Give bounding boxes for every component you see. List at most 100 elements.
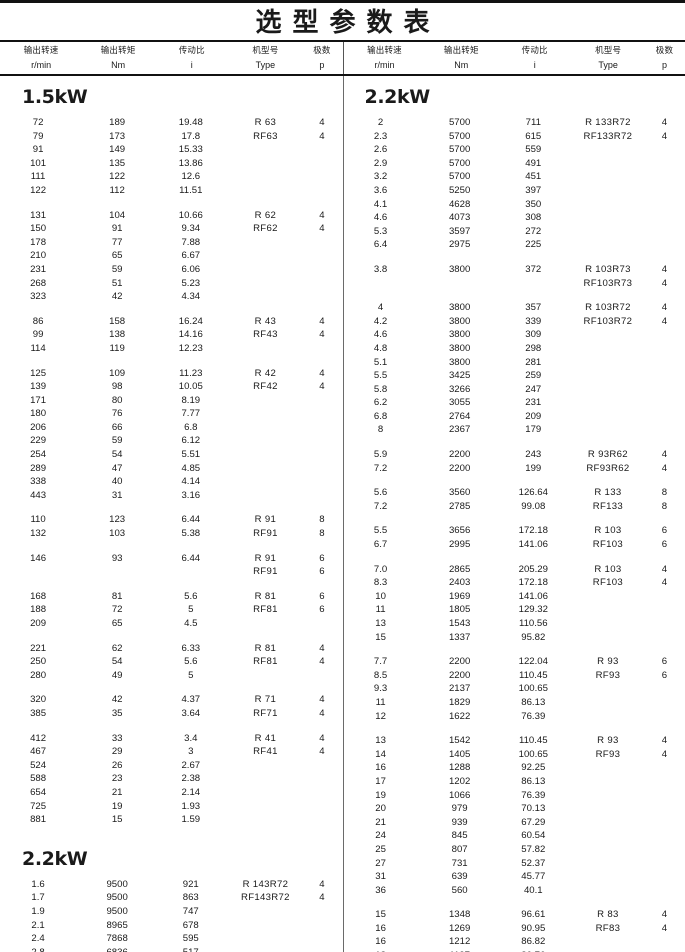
center-divider <box>342 76 344 952</box>
cell-output-torque: 59 <box>111 263 123 275</box>
cell-poles <box>644 369 685 383</box>
cell-output-torque: 2200 <box>448 449 471 461</box>
table-row: 20 979 70.13 <box>343 802 685 816</box>
table-row: 5.3 3597 272 <box>343 225 685 239</box>
cell-output-torque: 9500 <box>106 905 128 917</box>
cell-output-torque: 3800 <box>448 263 471 275</box>
table-row: 6.2 3055 231 <box>343 396 685 410</box>
cell-model-type <box>229 143 301 157</box>
cell-output-torque: 33 <box>111 732 123 744</box>
cell-model-type: R 41 <box>254 732 277 744</box>
cell-model-type <box>229 772 301 786</box>
cell-output-speed: 209 <box>30 618 47 629</box>
cell-model-type <box>572 789 644 803</box>
cell-output-speed: 16 <box>375 936 386 948</box>
cell-gear-ratio: 4.85 <box>181 462 201 474</box>
cell-poles: 4 <box>319 656 325 668</box>
cell-output-speed: 588 <box>30 773 47 785</box>
table-row: 443 31 3.16 <box>0 489 343 503</box>
cell-model-type: RF41 <box>253 746 278 758</box>
cell-gear-ratio: 96.61 <box>521 909 546 921</box>
model-group: 125 109 11.23 R 42 4 139 98 10.05 RF42 4 171 80 8.19… <box>0 367 343 503</box>
cell-model-type <box>572 238 644 252</box>
cell-gear-ratio: 2.14 <box>181 786 201 798</box>
cell-gear-ratio: 1.93 <box>181 800 201 812</box>
cell-output-speed: 20 <box>375 803 386 815</box>
cell-output-speed: 4.8 <box>373 342 388 354</box>
header-output-speed: 输出转速 r/min <box>344 42 426 74</box>
cell-poles: 4 <box>661 577 668 589</box>
cell-model-type: RF81 <box>253 604 278 616</box>
cell-output-speed: 101 <box>30 157 47 169</box>
cell-model-type <box>229 290 301 304</box>
cell-poles <box>301 946 342 952</box>
table-row: 171 80 8.19 <box>0 394 343 408</box>
table-row: 7.2 2785 99.08 RF133 8 <box>343 500 685 514</box>
cell-gear-ratio: 8.19 <box>181 394 201 406</box>
cell-gear-ratio: 172.18 <box>518 577 548 589</box>
cell-output-speed: 9.3 <box>373 683 388 695</box>
cell-output-speed: 654 <box>30 786 47 798</box>
cell-poles: 4 <box>319 878 325 890</box>
cell-poles: 8 <box>661 487 668 499</box>
cell-output-torque: 5700 <box>448 130 471 142</box>
cell-gear-ratio: 4.5 <box>184 618 198 629</box>
cell-poles: 4 <box>661 130 668 142</box>
cell-gear-ratio: 179 <box>525 424 542 436</box>
cell-gear-ratio: 3.4 <box>184 732 198 744</box>
cell-model-type <box>229 919 301 933</box>
table-row: 122 112 11.51 <box>0 184 343 198</box>
cell-output-speed: 5.1 <box>373 356 388 368</box>
cell-gear-ratio: 559 <box>525 144 542 156</box>
cell-model-type: RF93R62 <box>586 462 630 474</box>
table-row: 3.6 5250 397 <box>343 184 685 198</box>
model-group: 146 93 6.44 R 91 6 RF91 6 <box>0 552 343 579</box>
cell-poles: 4 <box>319 117 325 128</box>
cell-poles: 4 <box>319 315 325 327</box>
cell-poles: 4 <box>661 922 668 934</box>
cell-output-torque: 1269 <box>448 922 471 934</box>
table-row: 250 54 5.6 RF81 4 <box>0 655 343 669</box>
cell-output-speed: 320 <box>30 694 47 706</box>
cell-model-type <box>572 328 644 342</box>
cell-poles <box>301 342 342 356</box>
header-poles-cn: 极数 <box>313 46 331 56</box>
cell-model-type <box>572 184 644 198</box>
cell-output-speed: 111 <box>30 171 46 183</box>
cell-model-type <box>572 843 644 857</box>
cell-poles <box>301 434 342 448</box>
cell-output-speed: 881 <box>30 814 47 826</box>
cell-gear-ratio: 86.82 <box>521 936 546 948</box>
header-poles: 极数 p <box>644 42 685 74</box>
cell-output-torque: 23 <box>111 773 123 785</box>
cell-output-speed: 114 <box>30 342 46 354</box>
cell-output-torque: 1829 <box>448 696 471 708</box>
cell-poles: 4 <box>319 223 325 235</box>
cell-poles <box>301 919 342 933</box>
cell-gear-ratio: 57.82 <box>521 843 546 855</box>
data-column-left: 1.5kW 72 189 19.48 R 63 4 79 173 17.8 RF63 4 91 149 1… <box>0 76 343 952</box>
table-row: 24 845 60.54 <box>343 829 685 843</box>
cell-output-speed: 122 <box>30 184 47 196</box>
table-row: 4.6 3800 309 <box>343 328 685 342</box>
header-model-type-en: Type <box>255 60 276 71</box>
cell-output-torque: 51 <box>111 277 123 289</box>
header-output-speed-unit: r/min <box>374 60 395 71</box>
cell-poles <box>644 682 685 696</box>
cell-output-torque: 939 <box>451 816 468 828</box>
cell-poles <box>644 383 685 397</box>
cell-output-torque: 35 <box>111 707 123 719</box>
cell-gear-ratio: 110.45 <box>518 735 548 747</box>
table-row: 21 939 67.29 <box>343 816 685 830</box>
cell-output-torque: 2200 <box>448 462 471 474</box>
cell-gear-ratio: 17.8 <box>181 130 201 142</box>
table-row: 4.1 4628 350 <box>343 198 685 212</box>
header-output-speed-unit: r/min <box>31 60 52 71</box>
table-row: 111 122 12.6 <box>0 170 343 184</box>
cell-model-type: RF42 <box>253 381 278 393</box>
model-group: 4 3800 357 R 103R72 4 4.2 3800 339 RF103R72 4 4.6 3… <box>343 301 685 437</box>
model-group: 2 5700 711 R 133R72 4 2.3 5700 615 RF133R72 4 2.6 5… <box>343 116 685 252</box>
header-gear-ratio-cn: 传动比 <box>521 46 548 56</box>
cell-output-torque: 639 <box>451 871 468 883</box>
cell-gear-ratio: 298 <box>525 342 542 354</box>
